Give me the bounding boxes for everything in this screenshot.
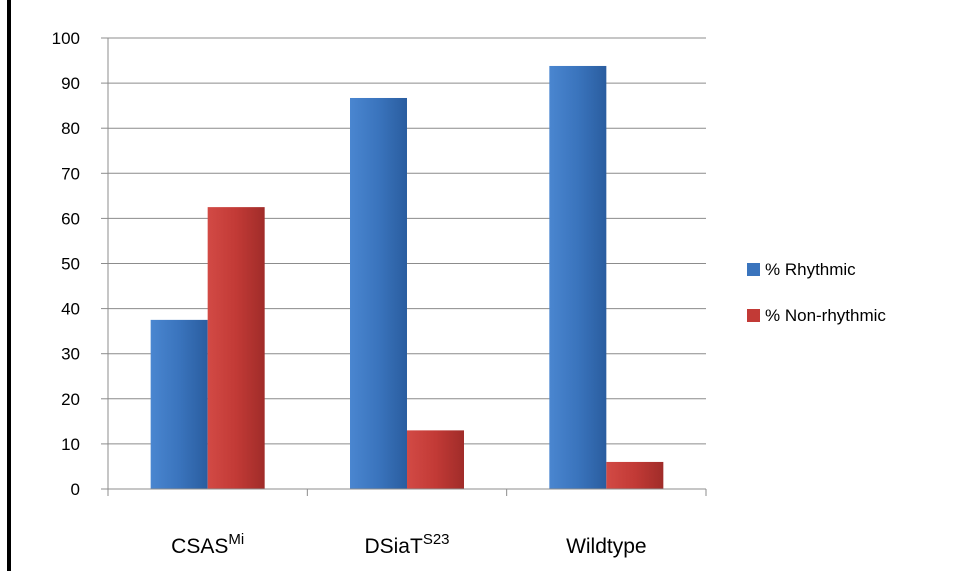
y-tick-label: 90	[61, 74, 80, 93]
bar-rhythmic	[350, 97, 407, 489]
axes	[107, 38, 707, 496]
bar-non-rhythmic	[606, 461, 664, 489]
bar-non-rhythmic	[407, 430, 464, 489]
legend-label: % Rhythmic	[765, 260, 856, 279]
x-category-label: CSASMi	[171, 531, 244, 558]
bars-group	[150, 65, 664, 489]
y-tick-label: 100	[52, 29, 80, 48]
y-tick-label: 80	[61, 119, 80, 138]
y-tick-label: 40	[61, 300, 80, 319]
legend-label: % Non-rhythmic	[765, 306, 886, 325]
legend-swatch	[747, 309, 760, 322]
bar-rhythmic	[150, 319, 208, 489]
x-category-label: Wildtype	[566, 535, 647, 558]
y-tick-label: 60	[61, 209, 80, 228]
y-tick-label: 0	[71, 480, 80, 499]
bar-non-rhythmic	[207, 207, 265, 489]
x-category-labels: CSASMi DSiaTS23 Wildtype	[171, 531, 646, 558]
y-tick-label: 10	[61, 435, 80, 454]
y-tick-label: 20	[61, 390, 80, 409]
y-tick-labels: 0 10 20 30 40 50 60 70 80 90 100	[52, 29, 80, 499]
bar-rhythmic	[549, 65, 607, 489]
y-tick-label: 70	[61, 164, 80, 183]
y-tick-label: 30	[61, 345, 80, 364]
legend-swatch	[747, 263, 760, 276]
x-category-label: DSiaTS23	[364, 531, 449, 558]
y-tick-label: 50	[61, 255, 80, 274]
legend: % Rhythmic % Non-rhythmic	[747, 260, 886, 325]
